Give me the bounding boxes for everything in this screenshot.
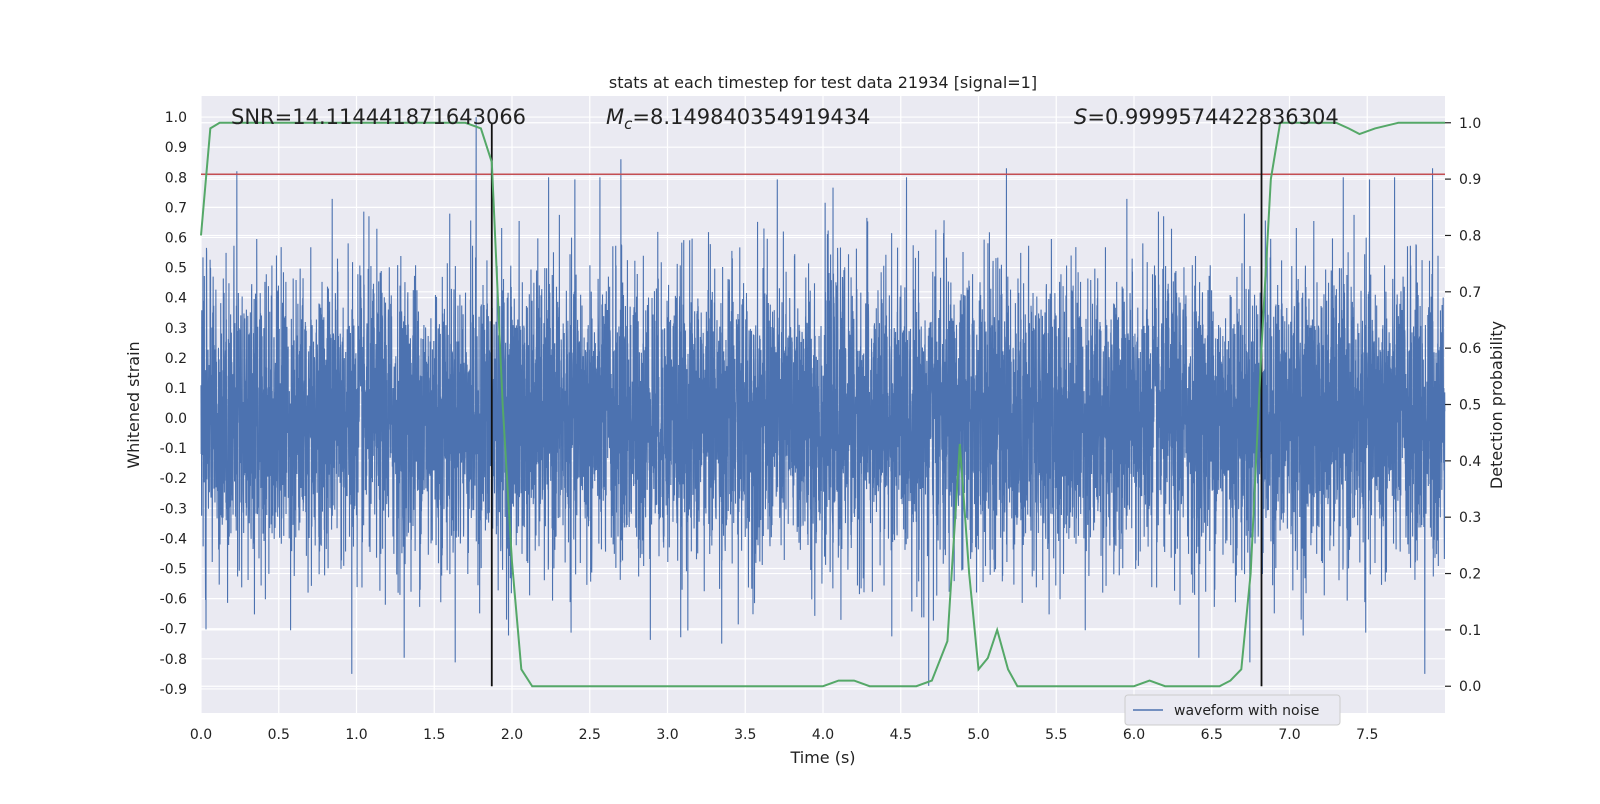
y-tick-label: 0.5 xyxy=(165,261,187,277)
y-tick-label: 0.2 xyxy=(165,351,187,367)
legend-box xyxy=(1124,694,1341,726)
y-tick-label: -0.5 xyxy=(160,562,187,578)
y-tick-label: -0.4 xyxy=(160,531,187,547)
annotation-s: S=0.9999574422836304 xyxy=(1074,105,1339,129)
y2-tick-label: 0.4 xyxy=(1459,454,1481,470)
annotation-mc-symbol: M xyxy=(606,105,624,129)
y2-tick-label: 0.3 xyxy=(1459,510,1481,526)
legend: waveform with noise xyxy=(1124,694,1341,726)
detection-probability-line xyxy=(200,121,1445,688)
annotation-snr: SNR=14.114441871643066 xyxy=(231,105,526,129)
y-tick-label: 0.9 xyxy=(165,140,187,156)
event-markers xyxy=(490,122,1263,687)
x-tick-label: 5.5 xyxy=(1045,727,1067,743)
y-tick-label: 0.6 xyxy=(165,230,187,246)
y2-tick-label: 0.2 xyxy=(1459,567,1481,583)
x-tick-label: 2.5 xyxy=(579,727,601,743)
annotation-mc-value: =8.149840354919434 xyxy=(632,105,870,129)
y-tick-label: -0.1 xyxy=(160,441,187,457)
y2-axis-label: Detection probability xyxy=(1487,321,1506,489)
x-axis-label: Time (s) xyxy=(789,748,855,767)
x-tick-label: 3.5 xyxy=(734,727,756,743)
x-tick-label: 3.0 xyxy=(656,727,678,743)
annotation-s-symbol: S xyxy=(1074,105,1087,129)
y-axis-ticks: 1.0 0.9 0.8 0.7 0.6 0.5 0.4 0.3 0.2 0.1 0.0 -0.1 -0.… xyxy=(160,110,187,698)
y-tick-label: -0.3 xyxy=(160,501,187,517)
x-tick-label: 0.0 xyxy=(190,727,212,743)
y2-axis-ticks: 1.0 0.9 0.8 0.7 0.6 0.5 0.4 0.3 0.2 0.1 0.0 xyxy=(1445,116,1481,695)
y2-tick-label: 0.7 xyxy=(1459,285,1481,301)
x-tick-label: 4.5 xyxy=(890,727,912,743)
legend-label-waveform: waveform with noise xyxy=(1174,703,1319,719)
x-tick-label: 7.5 xyxy=(1356,727,1378,743)
y-tick-label: 1.0 xyxy=(165,110,187,126)
annotation-mc-subscript: c xyxy=(624,115,633,133)
x-tick-label: 0.5 xyxy=(268,727,290,743)
y-tick-label: 0.0 xyxy=(165,411,187,427)
waveform-series-line xyxy=(200,117,1446,686)
y-tick-label: -0.6 xyxy=(160,592,187,608)
y-tick-label: 0.4 xyxy=(165,291,187,307)
y2-tick-label: 0.6 xyxy=(1459,341,1481,357)
y-tick-label: -0.9 xyxy=(160,682,187,698)
y2-tick-label: 0.1 xyxy=(1459,623,1481,639)
y-tick-label: -0.7 xyxy=(160,622,187,638)
y-tick-label: 0.1 xyxy=(165,381,187,397)
y-tick-label: 0.3 xyxy=(165,321,187,337)
x-axis-ticks: 0.0 0.5 1.0 1.5 2.0 2.5 3.0 3.5 4.0 4.5 5.0 5.5 6.0 6… xyxy=(190,727,1379,743)
x-tick-label: 6.5 xyxy=(1201,727,1223,743)
y2-tick-label: 0.5 xyxy=(1459,398,1481,414)
x-tick-label: 6.0 xyxy=(1123,727,1145,743)
x-tick-label: 2.0 xyxy=(501,727,523,743)
annotation-s-value: =0.9999574422836304 xyxy=(1087,105,1338,129)
y2-tick-label: 0.8 xyxy=(1459,228,1481,244)
y2-tick-label: 1.0 xyxy=(1459,116,1481,132)
annotation-mc: Mc=8.149840354919434 xyxy=(606,105,870,133)
y-axis-label: Whitened strain xyxy=(124,341,143,468)
y-tick-label: 0.8 xyxy=(165,170,187,186)
chart-title: stats at each timestep for test data 219… xyxy=(609,73,1037,92)
y-tick-label: -0.8 xyxy=(160,652,187,668)
x-tick-label: 4.0 xyxy=(812,727,834,743)
y-tick-label: -0.2 xyxy=(160,471,187,487)
y-tick-label: 0.7 xyxy=(165,200,187,216)
x-tick-label: 1.0 xyxy=(345,727,367,743)
y2-tick-label: 0.0 xyxy=(1459,679,1481,695)
x-tick-label: 5.0 xyxy=(967,727,989,743)
y2-tick-label: 0.9 xyxy=(1459,172,1481,188)
x-tick-label: 1.5 xyxy=(423,727,445,743)
x-tick-label: 7.0 xyxy=(1278,727,1300,743)
